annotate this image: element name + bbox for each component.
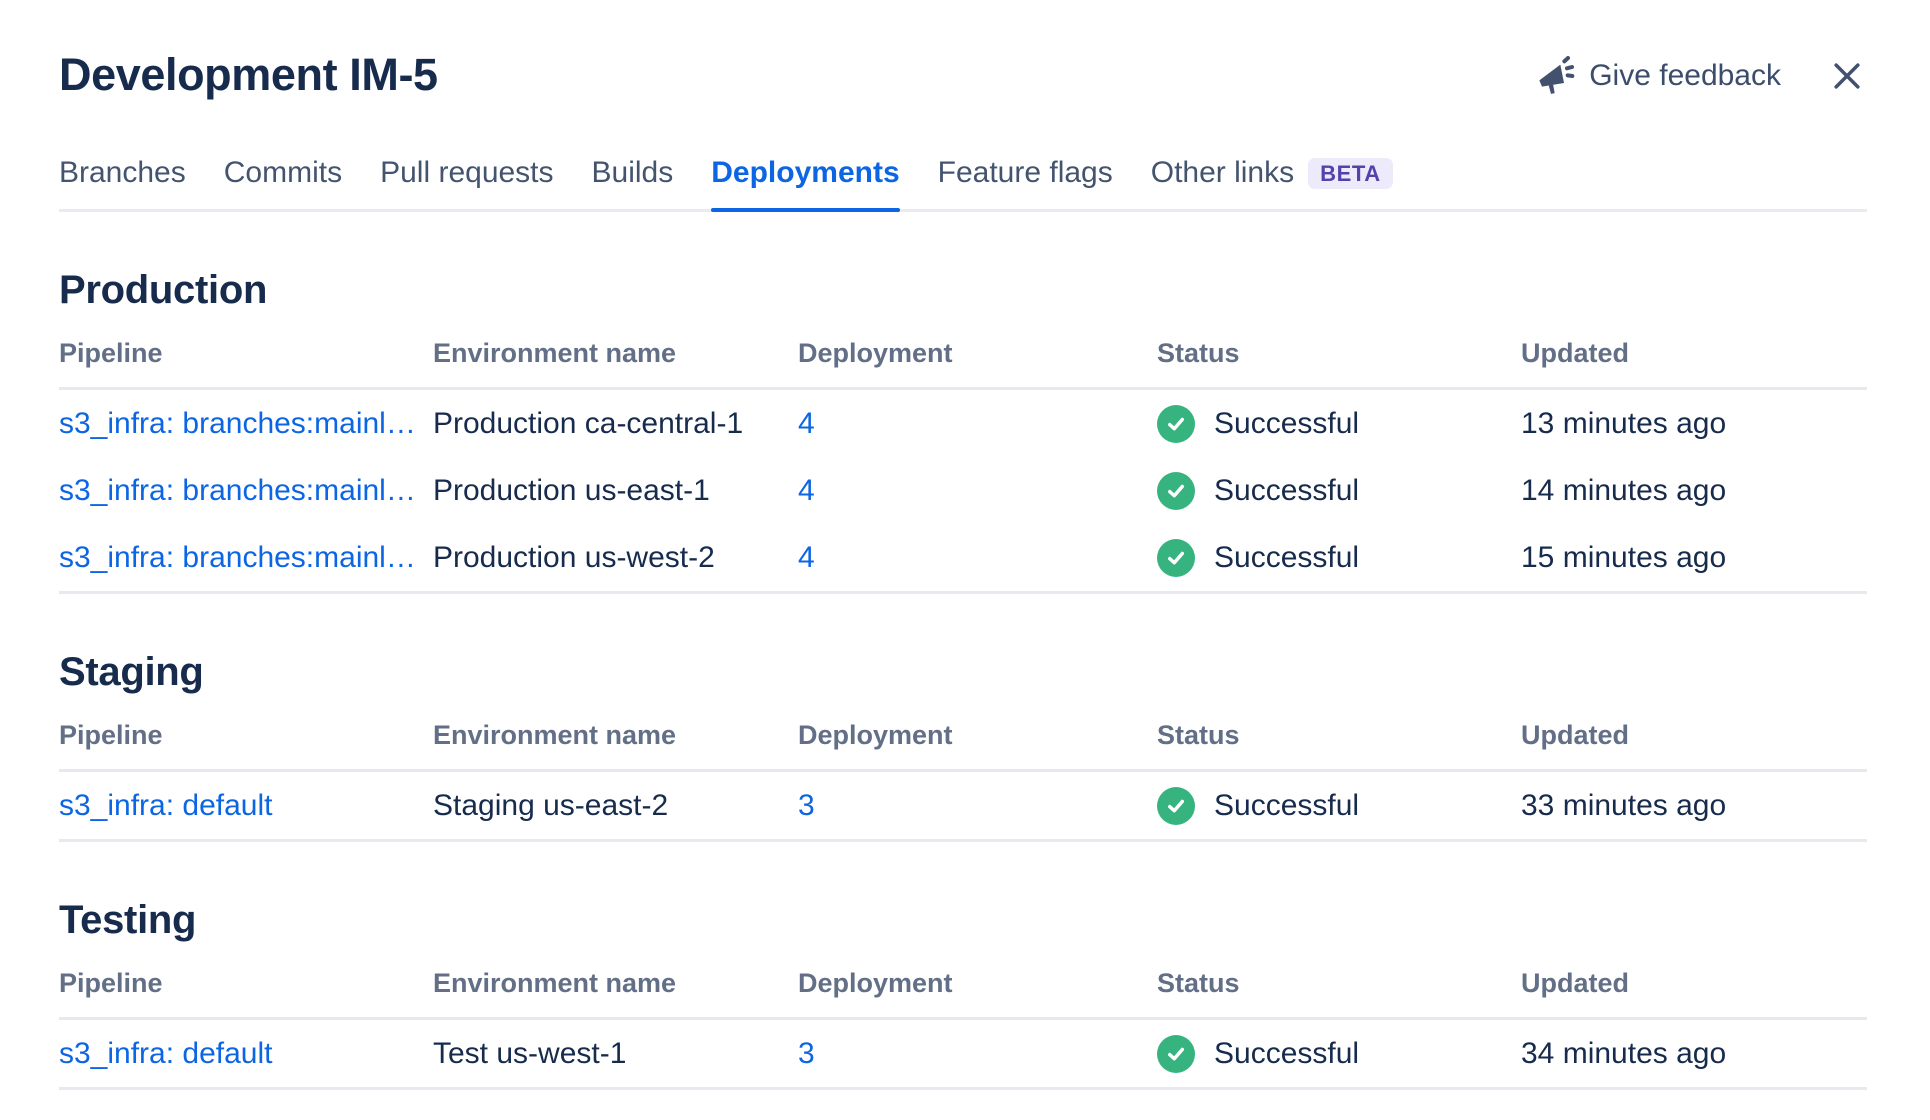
updated-time: 33 minutes ago bbox=[1521, 788, 1727, 822]
tab-label: Builds bbox=[591, 156, 674, 189]
close-button[interactable] bbox=[1827, 56, 1867, 96]
status-cell: Successful bbox=[1157, 786, 1521, 825]
column-header-environment-name: Environment name bbox=[433, 968, 677, 998]
megaphone-icon bbox=[1535, 56, 1575, 96]
column-header-pipeline: Pipeline bbox=[59, 968, 163, 998]
deployment-link[interactable]: 3 bbox=[798, 788, 815, 822]
tab-label: Pull requests bbox=[380, 156, 554, 189]
column-header-environment-name: Environment name bbox=[433, 720, 677, 750]
column-header-status: Status bbox=[1157, 338, 1240, 368]
status-label: Successful bbox=[1214, 473, 1360, 507]
status-label: Successful bbox=[1214, 406, 1360, 440]
updated-time: 15 minutes ago bbox=[1521, 540, 1727, 574]
section-staging: Staging Pipeline Environment name Deployme… bbox=[59, 648, 1867, 842]
deployment-link[interactable]: 4 bbox=[798, 473, 815, 507]
table-header-row: Pipeline Environment name Deployment Status… bbox=[59, 712, 1867, 772]
environment-name: Production ca-central-1 bbox=[433, 406, 744, 440]
column-header-deployment: Deployment bbox=[798, 968, 953, 998]
tab-label: Commits bbox=[223, 156, 343, 189]
pipeline-link[interactable]: s3_infra: branches:mainl… bbox=[59, 406, 416, 440]
check-circle-icon bbox=[1157, 471, 1195, 510]
column-header-updated: Updated bbox=[1521, 338, 1629, 368]
updated-time: 34 minutes ago bbox=[1521, 1036, 1727, 1070]
table-row: s3_infra: branches:mainl… Production ca-… bbox=[59, 390, 1867, 457]
status-label: Successful bbox=[1214, 540, 1360, 574]
column-header-status: Status bbox=[1157, 968, 1240, 998]
table-header-row: Pipeline Environment name Deployment Status… bbox=[59, 960, 1867, 1020]
table-rows: s3_infra: default Staging us-east-2 3 Su… bbox=[59, 772, 1867, 842]
section-testing: Testing Pipeline Environment name Deployme… bbox=[59, 896, 1867, 1090]
tab-pull-requests[interactable]: Pull requests bbox=[380, 156, 553, 209]
column-header-status: Status bbox=[1157, 720, 1240, 750]
give-feedback-label: Give feedback bbox=[1589, 59, 1781, 92]
header-actions: Give feedback bbox=[1535, 56, 1867, 96]
table-row: s3_infra: branches:mainl… Production us-… bbox=[59, 524, 1867, 591]
column-header-pipeline: Pipeline bbox=[59, 338, 163, 368]
check-circle-icon bbox=[1157, 404, 1195, 443]
tab-builds[interactable]: Builds bbox=[592, 156, 674, 209]
table-row: s3_infra: branches:mainl… Production us-… bbox=[59, 457, 1867, 524]
table-header-row: Pipeline Environment name Deployment Status… bbox=[59, 330, 1867, 390]
tab-bar: Branches Commits Pull requests Builds De… bbox=[59, 156, 1867, 212]
environment-name: Production us-east-1 bbox=[433, 473, 710, 507]
updated-time: 14 minutes ago bbox=[1521, 473, 1727, 507]
sections-container: Production Pipeline Environment name Deplo… bbox=[59, 266, 1867, 1090]
table-row: s3_infra: default Staging us-east-2 3 Su… bbox=[59, 772, 1867, 839]
tab-branches[interactable]: Branches bbox=[59, 156, 186, 209]
beta-badge: BETA bbox=[1308, 157, 1393, 189]
section-title: Testing bbox=[59, 898, 197, 942]
environment-name: Production us-west-2 bbox=[433, 540, 715, 574]
pipeline-link[interactable]: s3_infra: branches:mainl… bbox=[59, 473, 416, 507]
check-circle-icon bbox=[1157, 1034, 1195, 1073]
table-rows: s3_infra: branches:mainl… Production ca-… bbox=[59, 390, 1867, 594]
check-circle-icon bbox=[1157, 538, 1195, 577]
column-header-updated: Updated bbox=[1521, 720, 1629, 750]
status-cell: Successful bbox=[1157, 471, 1521, 510]
deployment-link[interactable]: 4 bbox=[798, 406, 815, 440]
status-cell: Successful bbox=[1157, 1034, 1521, 1073]
section-title: Staging bbox=[59, 650, 204, 694]
section-production: Production Pipeline Environment name Deplo… bbox=[59, 266, 1867, 594]
tab-label: Other links bbox=[1150, 156, 1295, 189]
panel-header: Development IM-5 Give feedback bbox=[59, 48, 1867, 102]
status-label: Successful bbox=[1214, 788, 1360, 822]
column-header-deployment: Deployment bbox=[798, 338, 953, 368]
deployment-link[interactable]: 4 bbox=[798, 540, 815, 574]
deployment-link[interactable]: 3 bbox=[798, 1036, 815, 1070]
column-header-deployment: Deployment bbox=[798, 720, 953, 750]
column-header-environment-name: Environment name bbox=[433, 338, 677, 368]
pipeline-link[interactable]: s3_infra: branches:mainl… bbox=[59, 540, 416, 574]
table-row: s3_infra: default Test us-west-1 3 Succe… bbox=[59, 1020, 1867, 1087]
page-title: Development IM-5 bbox=[59, 49, 438, 100]
section-title: Production bbox=[59, 268, 268, 312]
tab-label: Feature flags bbox=[937, 156, 1113, 189]
tab-label: Branches bbox=[59, 156, 186, 189]
check-circle-icon bbox=[1157, 786, 1195, 825]
tab-deployments[interactable]: Deployments bbox=[711, 156, 901, 212]
close-icon bbox=[1827, 56, 1867, 96]
tab-commits[interactable]: Commits bbox=[224, 156, 342, 209]
environment-name: Test us-west-1 bbox=[433, 1036, 627, 1070]
column-header-pipeline: Pipeline bbox=[59, 720, 163, 750]
tab-other-links[interactable]: Other links BETA bbox=[1151, 156, 1393, 209]
status-label: Successful bbox=[1214, 1036, 1360, 1070]
status-cell: Successful bbox=[1157, 404, 1521, 443]
table-rows: s3_infra: default Test us-west-1 3 Succe… bbox=[59, 1020, 1867, 1090]
tab-feature-flags[interactable]: Feature flags bbox=[938, 156, 1113, 209]
updated-time: 13 minutes ago bbox=[1521, 406, 1727, 440]
give-feedback-button[interactable]: Give feedback bbox=[1535, 56, 1781, 96]
pipeline-link[interactable]: s3_infra: default bbox=[59, 788, 273, 822]
environment-name: Staging us-east-2 bbox=[433, 788, 669, 822]
pipeline-link[interactable]: s3_infra: default bbox=[59, 1036, 273, 1070]
tab-label: Deployments bbox=[711, 156, 900, 189]
column-header-updated: Updated bbox=[1521, 968, 1629, 998]
status-cell: Successful bbox=[1157, 538, 1521, 577]
